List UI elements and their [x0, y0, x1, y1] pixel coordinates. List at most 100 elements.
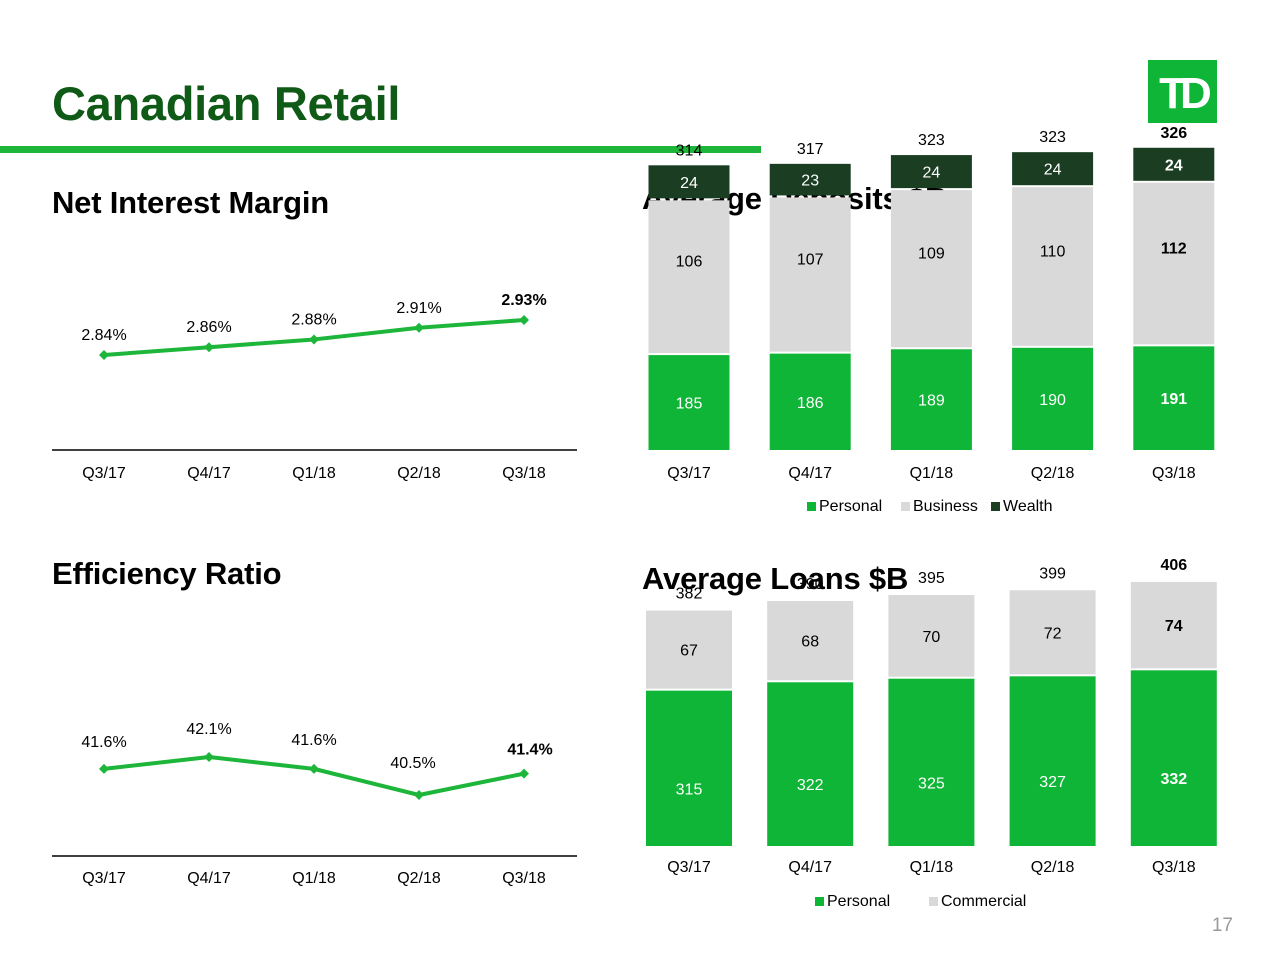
deposits-tick-label: Q3/17 — [667, 465, 711, 482]
loans-bar-segment — [767, 601, 854, 681]
deposits-segment-label: 189 — [918, 393, 945, 410]
deposits-bar-segment — [1133, 147, 1215, 181]
deposits-segment-label: 186 — [797, 395, 824, 412]
loans-segment-label: 332 — [1160, 771, 1187, 788]
deposits-total-label: 323 — [1039, 129, 1066, 146]
loans-legend-swatch — [815, 897, 824, 906]
nim-data-label: 2.86% — [186, 319, 231, 336]
nim-tick-label: Q1/18 — [292, 465, 336, 482]
loans-segment-label: 327 — [1039, 774, 1066, 791]
deposits-tick-label: Q1/18 — [910, 465, 954, 482]
deposits-tick-label: Q2/18 — [1031, 465, 1075, 482]
loans-tick-label: Q4/17 — [788, 859, 832, 876]
nim-data-label: 2.84% — [81, 327, 126, 344]
deposits-legend-label: Business — [913, 498, 978, 515]
loans-segment-label: 72 — [1044, 625, 1062, 642]
deposits-segment-label: 24 — [1044, 162, 1062, 179]
nim-tick-label: Q2/18 — [397, 465, 441, 482]
efficiency-data-label: 40.5% — [390, 755, 435, 772]
efficiency-tick-label: Q1/18 — [292, 870, 336, 887]
efficiency-point — [519, 768, 529, 779]
nim-tick-label: Q3/18 — [502, 465, 546, 482]
deposits-segment-label: 191 — [1160, 391, 1187, 408]
deposits-legend-label: Wealth — [1003, 498, 1053, 515]
loans-legend-label: Personal — [827, 893, 890, 910]
deposits-bar-segment — [890, 190, 972, 348]
loans-tick-label: Q3/18 — [1152, 859, 1196, 876]
efficiency-tick-label: Q3/18 — [502, 870, 546, 887]
td-logo-background — [1148, 60, 1217, 123]
deposits-bar-segment — [1012, 187, 1094, 346]
deposits-legend-swatch — [901, 502, 910, 511]
loans-bar-segment — [1009, 590, 1096, 675]
deposits-bar-segment — [769, 353, 851, 450]
deposits-segment-label: 112 — [1161, 241, 1187, 258]
efficiency-data-label: 41.6% — [81, 734, 126, 751]
nim-data-label: 2.88% — [291, 311, 336, 328]
nim-data-label: 2.93% — [501, 292, 546, 309]
deposits-bar-segment — [769, 197, 851, 352]
deposits-segment-label: 185 — [676, 396, 703, 413]
loans-chart-title: Average Loans $B — [642, 561, 909, 596]
loans-bar-segment — [1009, 676, 1096, 846]
efficiency-point — [309, 763, 319, 774]
loans-total-label: 399 — [1039, 565, 1066, 582]
efficiency-tick-label: Q4/17 — [187, 870, 231, 887]
deposits-segment-label: 190 — [1039, 392, 1066, 409]
td-logo: TD — [1148, 60, 1217, 123]
nim-point — [519, 315, 529, 325]
loans-bar-segment — [888, 595, 975, 677]
deposits-bar-segment — [890, 349, 972, 450]
deposits-segment-label: 110 — [1040, 244, 1066, 261]
deposits-tick-label: Q3/18 — [1152, 465, 1196, 482]
loans-tick-label: Q1/18 — [910, 859, 954, 876]
deposits-bar-segment — [648, 165, 730, 199]
loans-bar-segment — [888, 678, 975, 846]
deposits-tick-label: Q4/17 — [788, 465, 832, 482]
deposits-bar-segment — [1133, 346, 1215, 450]
loans-tick-label: Q2/18 — [1031, 859, 1075, 876]
efficiency-data-label: 41.6% — [291, 732, 336, 749]
efficiency-point — [99, 763, 109, 774]
deposits-bar-segment — [1012, 347, 1094, 450]
deposits-bar-segment — [648, 200, 730, 354]
loans-segment-label: 68 — [801, 634, 819, 651]
loans-segment-label: 67 — [680, 643, 698, 660]
loans-tick-label: Q3/17 — [667, 859, 711, 876]
loans-segment-label: 315 — [676, 781, 703, 798]
nim-point — [204, 342, 214, 353]
loans-total-label: 390 — [797, 576, 824, 593]
deposits-segment-label: 24 — [1165, 157, 1183, 174]
deposits-segment-label: 106 — [676, 254, 703, 271]
efficiency-tick-label: Q2/18 — [397, 870, 441, 887]
loans-segment-label: 325 — [918, 775, 945, 792]
efficiency-point — [204, 752, 214, 762]
deposits-total-label: 317 — [797, 141, 824, 158]
deposits-legend-swatch — [991, 502, 1000, 511]
efficiency-tick-label: Q3/17 — [82, 870, 126, 887]
deposits-total-label: 326 — [1160, 125, 1187, 142]
loans-total-label: 395 — [918, 570, 945, 587]
loans-segment-label: 74 — [1165, 618, 1183, 635]
loans-segment-label: 70 — [923, 629, 941, 646]
nim-chart-title: Net Interest Margin — [52, 185, 329, 220]
loans-bar-segment — [1130, 581, 1217, 669]
deposits-segment-label: 24 — [923, 165, 941, 182]
deposits-segment-label: 24 — [680, 175, 698, 192]
nim-tick-label: Q4/17 — [187, 465, 231, 482]
loans-bar-segment — [646, 610, 732, 689]
efficiency-point — [414, 790, 424, 800]
loans-bar-segment — [767, 682, 854, 846]
efficiency-chart-title: Efficiency Ratio — [52, 556, 282, 591]
deposits-segment-label: 107 — [797, 252, 824, 269]
nim-point — [99, 350, 109, 360]
slide-title: Canadian Retail — [52, 77, 401, 130]
deposits-segment-label: 109 — [918, 246, 945, 263]
loans-bar-segment — [646, 690, 732, 846]
deposits-legend-label: Personal — [819, 498, 882, 515]
loans-total-label: 382 — [676, 586, 703, 603]
loans-bar-segment — [1130, 670, 1217, 846]
